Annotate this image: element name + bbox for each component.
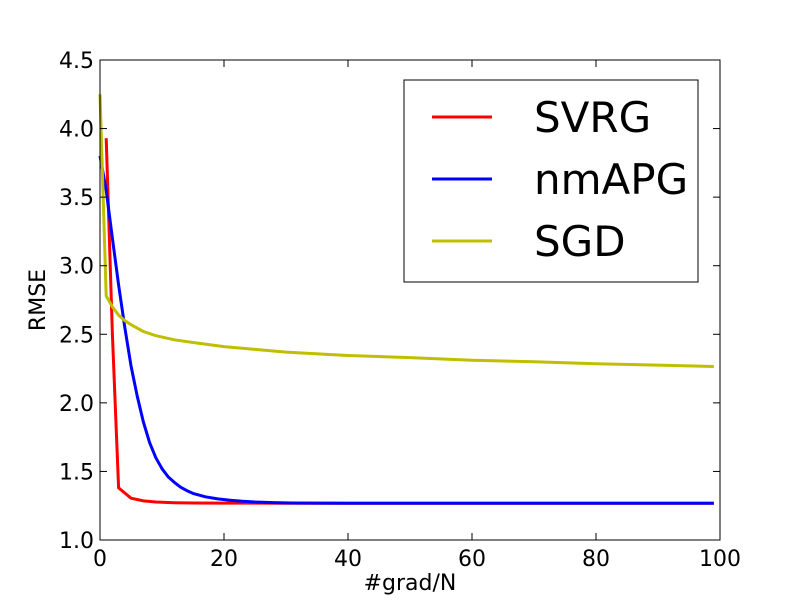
y-tick-label: 4.0 bbox=[59, 118, 94, 143]
legend-label-sgd: SGD bbox=[534, 217, 626, 266]
x-tick-label: 80 bbox=[582, 547, 610, 572]
x-tick-label: 40 bbox=[334, 547, 362, 572]
x-tick-label: 20 bbox=[210, 547, 238, 572]
y-tick-label: 1.5 bbox=[59, 460, 94, 485]
series-layer bbox=[98, 94, 714, 505]
y-axis-label: RMSE bbox=[26, 269, 51, 331]
y-tick-label: 2.0 bbox=[59, 392, 94, 417]
series-line-nmapg bbox=[98, 155, 714, 505]
y-tick-label: 2.5 bbox=[59, 323, 94, 348]
series-line-sgd bbox=[98, 94, 714, 368]
x-tick-label: 0 bbox=[93, 547, 107, 572]
legend-label-svrg: SVRG bbox=[534, 93, 651, 142]
ticks-layer: 0 20 40 60 80 100 1.0 1.5 2.0 2.5 3.0 3.5 4.0 4.5 bbox=[59, 49, 741, 572]
legend-box bbox=[403, 79, 699, 283]
plot-frame bbox=[99, 59, 721, 541]
x-axis-label: #grad/N bbox=[364, 571, 457, 596]
legend-label-nmapg: nmAPG bbox=[534, 155, 688, 204]
legend: SVRG nmAPG SGD bbox=[403, 79, 699, 283]
y-tick-label: 3.5 bbox=[59, 186, 94, 211]
x-tick-label: 60 bbox=[458, 547, 486, 572]
y-tick-label: 4.5 bbox=[59, 49, 94, 74]
x-tick-label: 100 bbox=[699, 547, 741, 572]
y-tick-label: 1.0 bbox=[59, 529, 94, 554]
y-tick-label: 3.0 bbox=[59, 255, 94, 280]
